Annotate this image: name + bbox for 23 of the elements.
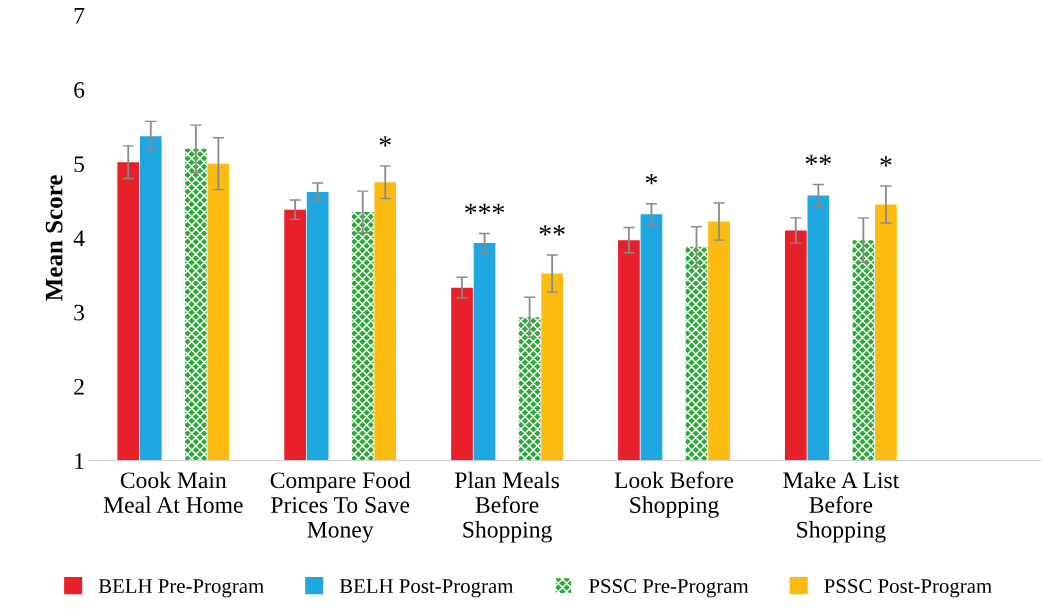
legend-label: PSSC Post-Program [824,579,992,598]
y-tick-label: 2 [74,378,84,395]
data-label: * [880,156,892,167]
y-tick-label: 5 [74,156,85,173]
data-label: * [645,174,658,185]
legend-label: BELH Pre-Program [98,579,264,598]
y-tick-label: 1 [75,453,84,469]
legend-label: BELH Post-Program [339,579,514,598]
x-tick-label: Plan Meals Before Shopping [454,471,560,543]
x-tick-label: Compare Food Prices To Save Money [270,471,411,543]
data-label: ** [805,154,831,165]
x-tick-label: Cook Main Meal At Home [103,471,243,513]
data-label: *** [465,203,505,214]
y-tick-label: 4 [73,230,85,247]
y-tick-label: 7 [74,7,85,24]
y-tick-label: 6 [74,82,85,98]
data-label: * [379,136,391,147]
y-axis-title: Mean Score [45,175,63,301]
legend-label: PSSC Pre-Program [589,579,749,598]
x-tick-label: Make A List Before Shopping [783,471,900,543]
y-tick-label: 3 [74,304,85,321]
data-label: ** [539,225,565,236]
x-tick-label: Look Before Shopping [614,471,734,518]
